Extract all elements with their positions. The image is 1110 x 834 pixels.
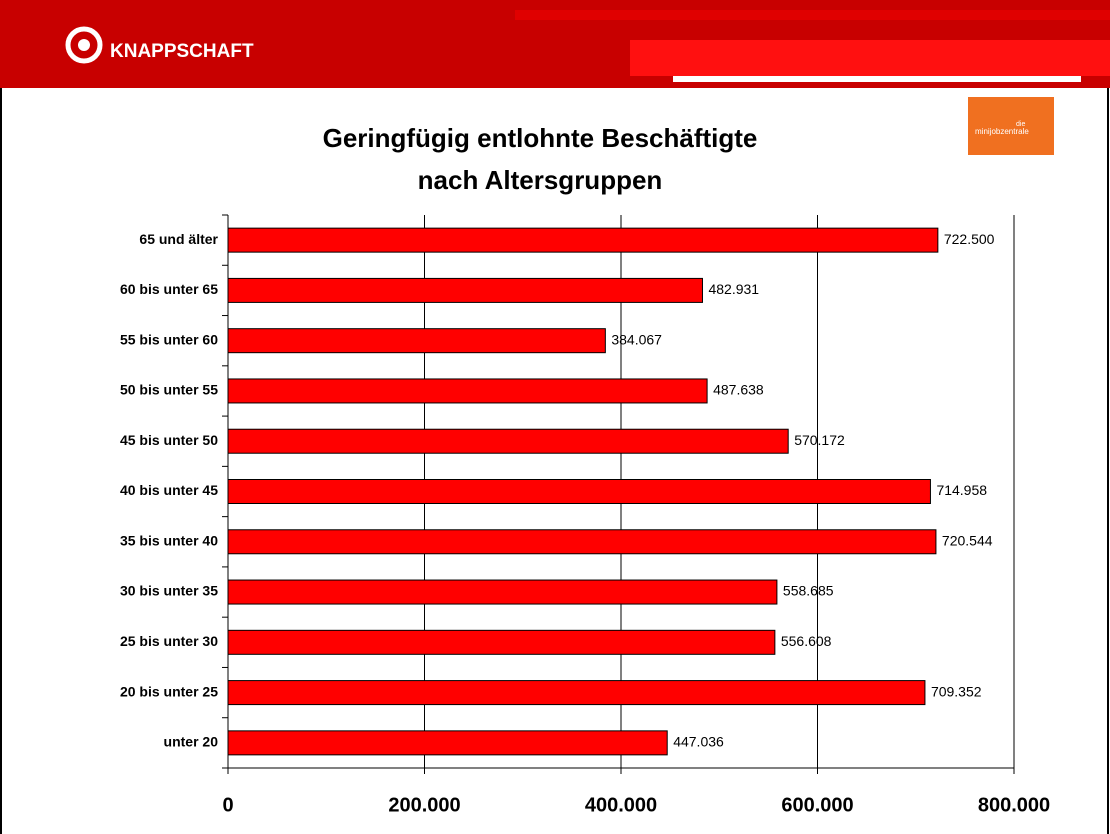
- x-tick-label: 200.000: [388, 794, 460, 816]
- y-tick-label: 60 bis unter 65: [120, 281, 218, 297]
- value-label: 709.352: [931, 683, 982, 699]
- bar: [227, 579, 778, 605]
- y-tick-label: 35 bis unter 40: [120, 532, 218, 548]
- bar: [227, 730, 668, 756]
- chart-title: nach Altersgruppen: [418, 165, 663, 195]
- value-label: 556.608: [781, 633, 832, 649]
- value-label: 722.500: [944, 231, 995, 247]
- brand-logo: [65, 26, 103, 64]
- header-line: [673, 76, 1081, 82]
- header-stripe: [515, 10, 1110, 20]
- bar: [227, 529, 937, 555]
- bar: [227, 680, 926, 706]
- y-tick-label: 25 bis unter 30: [120, 633, 218, 649]
- brand-name: KNAPPSCHAFT: [110, 41, 254, 62]
- brand-logo-dot: [78, 39, 90, 51]
- value-label: 558.685: [783, 583, 834, 599]
- value-label: 714.958: [936, 482, 987, 498]
- minijob-logo-small: die: [1016, 121, 1025, 128]
- minijob-logo: [968, 97, 1054, 155]
- x-tick-label: 0: [222, 794, 233, 816]
- value-label: 384.067: [611, 331, 662, 347]
- y-tick-label: 50 bis unter 55: [120, 382, 218, 398]
- y-tick-label: 20 bis unter 25: [120, 683, 218, 699]
- y-tick-label: unter 20: [164, 734, 219, 750]
- value-label: 487.638: [713, 382, 764, 398]
- value-label: 482.931: [708, 281, 759, 297]
- bar: [227, 277, 703, 303]
- bar: [227, 479, 931, 504]
- value-label: 570.172: [794, 432, 845, 448]
- bar: [227, 378, 708, 404]
- y-tick-label: 30 bis unter 35: [120, 583, 218, 599]
- bar: [227, 328, 606, 354]
- bar: [227, 227, 939, 253]
- x-tick-label: 600.000: [781, 794, 853, 816]
- value-label: 447.036: [673, 734, 724, 750]
- y-tick-label: 45 bis unter 50: [120, 432, 218, 448]
- bar: [227, 629, 776, 655]
- y-tick-label: 55 bis unter 60: [120, 331, 218, 347]
- chart-title: Geringfügig entlohnte Beschäftigte: [323, 123, 758, 153]
- y-tick-label: 65 und älter: [139, 231, 218, 247]
- bar: [227, 428, 789, 454]
- y-tick-label: 40 bis unter 45: [120, 482, 218, 498]
- header-block: [630, 40, 1110, 76]
- minijob-logo-name: minijobzentrale: [975, 127, 1029, 136]
- x-tick-label: 400.000: [585, 794, 657, 816]
- x-tick-label: 800.000: [978, 794, 1050, 816]
- value-label: 720.544: [942, 532, 993, 548]
